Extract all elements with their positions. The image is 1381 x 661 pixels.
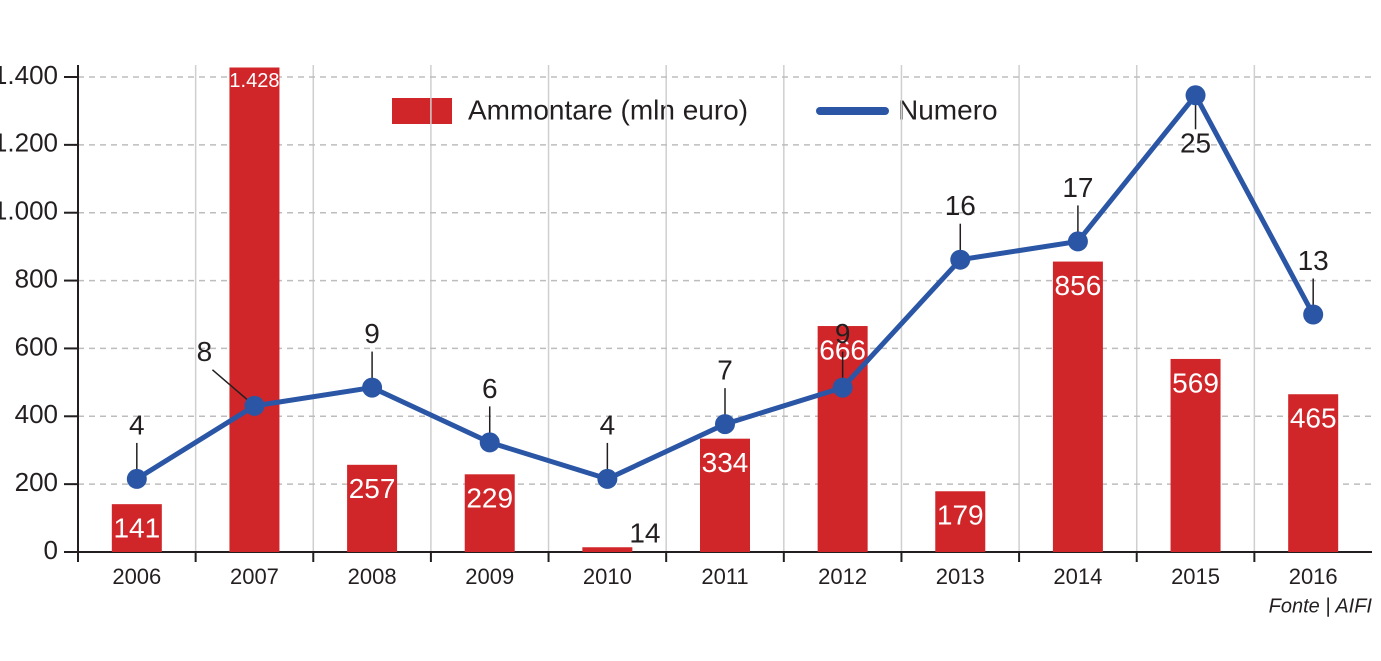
point	[1303, 304, 1324, 325]
point	[832, 377, 853, 398]
bar	[464, 474, 515, 552]
source: Fonte | AIFI	[1269, 595, 1373, 617]
bar-value-label: 465	[1290, 403, 1337, 434]
y-tick-label: 1.000	[0, 196, 58, 226]
point-value-label: 16	[945, 190, 976, 221]
y-tick-label: 600	[15, 331, 58, 361]
y-tick-label: 1.200	[0, 128, 58, 158]
point-value-label: 13	[1298, 245, 1329, 276]
bar	[1170, 358, 1221, 552]
legend-swatch-bar	[392, 98, 452, 124]
bar-value-label: 141	[113, 513, 160, 544]
point	[126, 468, 147, 489]
point	[479, 432, 500, 453]
point-value-label: 4	[129, 409, 145, 440]
bar-value-label: 14	[629, 518, 660, 549]
point	[950, 249, 971, 270]
point	[1067, 231, 1088, 252]
legend-label: Ammontare (mln euro)	[468, 94, 748, 125]
x-tick-label: 2014	[1053, 564, 1102, 589]
bar	[111, 504, 162, 552]
bar	[229, 67, 280, 552]
y-tick-label: 800	[15, 263, 58, 293]
point	[597, 468, 618, 489]
bar	[1288, 394, 1339, 552]
bar-value-label: 334	[702, 447, 749, 478]
bar	[935, 491, 986, 552]
x-tick-label: 2006	[112, 564, 161, 589]
y-tick-label: 0	[44, 535, 58, 565]
y-tick-label: 1.400	[0, 60, 58, 90]
legend-label: Numero	[898, 94, 998, 125]
bar-value-label: 179	[937, 500, 984, 531]
x-tick-label: 2011	[701, 564, 748, 589]
y-tick-label: 400	[15, 399, 58, 429]
point-value-label: 6	[482, 373, 498, 404]
bar	[582, 547, 633, 552]
x-tick-label: 2010	[583, 564, 632, 589]
bar-value-label: 569	[1172, 367, 1219, 398]
point-value-label: 9	[364, 318, 380, 349]
y-tick-label: 200	[15, 467, 58, 497]
bar	[700, 438, 750, 552]
point	[244, 395, 265, 416]
point-value-label: 17	[1062, 172, 1093, 203]
bar-value-label: 229	[466, 483, 513, 514]
point-value-label: 25	[1180, 128, 1211, 159]
point	[1185, 85, 1206, 106]
point	[715, 414, 735, 435]
bar-value-label: 1.428	[229, 70, 279, 92]
point-value-label: 8	[197, 336, 213, 367]
bar-value-label: 257	[349, 473, 396, 504]
bar-value-label: 856	[1055, 270, 1102, 301]
bar	[1052, 261, 1103, 552]
x-tick-label: 2013	[936, 564, 985, 589]
point	[362, 377, 383, 398]
point-value-label: 7	[717, 355, 733, 386]
x-tick-label: 2012	[818, 564, 867, 589]
point-value-label: 9	[835, 318, 851, 349]
x-tick-label: 2007	[230, 564, 279, 589]
x-tick-label: 2016	[1289, 564, 1338, 589]
x-tick-label: 2008	[348, 564, 397, 589]
x-tick-label: 2015	[1171, 564, 1220, 589]
bar	[347, 464, 398, 552]
x-tick-label: 2009	[465, 564, 514, 589]
point-value-label: 4	[600, 409, 616, 440]
